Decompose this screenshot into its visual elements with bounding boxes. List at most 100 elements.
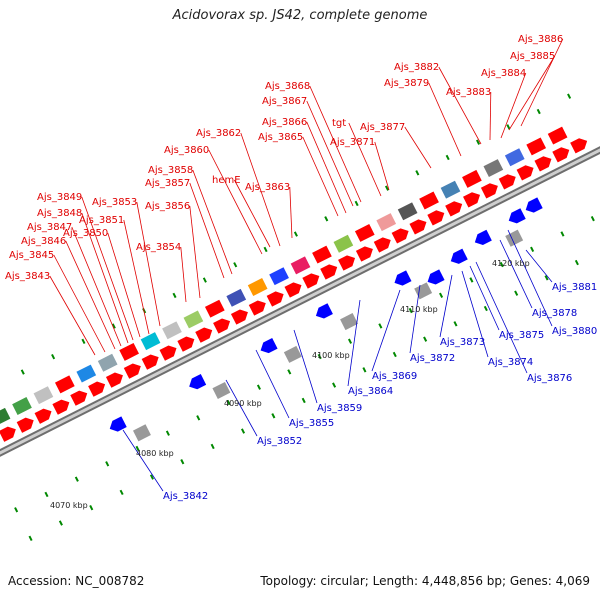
feature-box — [419, 191, 439, 210]
tick-mark — [332, 382, 337, 388]
label-leaders — [49, 38, 564, 492]
gene-label-reverse: Ajs_3864 — [348, 386, 393, 397]
arrow-shape — [391, 228, 409, 244]
scale-label: 4080 kbp — [136, 449, 174, 458]
gene-label-forward: Ajs_3845 — [9, 250, 54, 261]
feature-box — [226, 288, 247, 307]
label-leader-line — [180, 246, 187, 303]
feature-box — [55, 375, 75, 394]
label-leader-line — [371, 289, 401, 372]
gene-label-forward: Ajs_3868 — [265, 81, 310, 92]
label-leader-line — [107, 232, 141, 338]
forward-gene-arrow — [34, 408, 52, 424]
label-leader-line — [289, 186, 293, 239]
arrow-shape — [123, 363, 141, 379]
arrow-shape — [315, 303, 333, 319]
tick-mark — [574, 259, 579, 266]
tick-mark — [347, 338, 353, 344]
gene-label-forward: Ajs_3865 — [258, 132, 303, 143]
label-leader-line — [404, 126, 432, 169]
tick-mark — [445, 154, 450, 161]
tick-mark — [135, 445, 140, 452]
label-leader-line — [225, 379, 258, 437]
gene-label-forward: Ajs_3871 — [330, 137, 375, 148]
label-leader-line — [374, 141, 390, 191]
gene-label-forward: Ajs_3862 — [196, 128, 241, 139]
upper-feature-block — [290, 256, 311, 275]
feature-box — [483, 159, 504, 178]
gene-label-forward: Ajs_3867 — [262, 96, 307, 107]
label-leader-line — [461, 270, 489, 358]
upper-feature-block — [76, 364, 97, 383]
upper-feature-block — [526, 137, 547, 156]
forward-gene-arrow — [570, 138, 588, 154]
feature-box — [312, 245, 332, 264]
arrow-shape — [16, 417, 34, 433]
arrow-shape — [394, 270, 412, 286]
tick-mark — [74, 476, 79, 482]
forward-gene-arrow — [445, 201, 463, 217]
label-leader-line — [525, 249, 553, 283]
arrow-shape — [230, 309, 248, 325]
label-leader-line — [53, 254, 106, 353]
tick-mark — [51, 354, 56, 360]
tick-mark — [560, 231, 565, 237]
upper-feature-block — [483, 159, 504, 178]
feature-box — [33, 386, 54, 405]
gene-label-forward: Ajs_3882 — [394, 62, 439, 73]
arrow-shape — [534, 156, 552, 172]
reverse-gene-arrow — [450, 248, 468, 264]
upper-feature-block — [33, 386, 54, 405]
arrow-shape — [570, 138, 588, 154]
tick-mark — [415, 170, 420, 176]
gene-label-reverse: Ajs_3875 — [499, 330, 544, 341]
forward-gene-arrow — [498, 174, 516, 190]
gene-label-forward: Ajs_3866 — [262, 117, 307, 128]
arrow-shape — [248, 300, 266, 316]
gene-label-forward: Ajs_3858 — [148, 165, 193, 176]
gene-label-forward: Ajs_3886 — [518, 34, 563, 45]
reverse-gene-arrow — [394, 270, 412, 286]
tick-mark — [567, 93, 572, 99]
feature-box — [354, 223, 375, 242]
tick-mark — [263, 246, 268, 253]
feature-box — [504, 148, 525, 167]
gene-label-reverse: Ajs_3880 — [552, 326, 597, 337]
gene-label-reverse: Ajs_3869 — [372, 371, 417, 382]
scale-label: 4110 kbp — [400, 305, 438, 314]
forward-gene-arrow — [230, 309, 248, 325]
upper-feature-block — [354, 223, 375, 242]
feature-box — [247, 278, 268, 296]
gene-label-forward: Ajs_3846 — [21, 236, 66, 247]
gene-label-forward: tgt — [332, 118, 346, 129]
arrow-shape — [338, 255, 356, 271]
tick-mark — [271, 413, 276, 419]
gene-label-forward: Ajs_3843 — [5, 271, 50, 282]
gene-label-forward: Ajs_3879 — [384, 78, 429, 89]
tick-mark — [378, 323, 383, 329]
gene-label-forward: Ajs_3885 — [510, 51, 555, 62]
label-leader-line — [347, 299, 361, 387]
tick-mark — [453, 321, 458, 327]
arrow-shape — [105, 372, 123, 388]
reverse-gene-arrow — [315, 303, 333, 319]
label-leader-line — [122, 429, 164, 492]
arrow-shape — [109, 416, 127, 432]
gene-label-forward: Ajs_3853 — [92, 197, 137, 208]
tick-mark — [287, 369, 292, 375]
forward-gene-arrow — [159, 345, 177, 361]
forward-gene-arrow — [16, 417, 34, 433]
arrow-shape — [373, 237, 391, 253]
arrow-shape — [284, 282, 302, 298]
feature-box — [414, 282, 433, 300]
tick-mark — [149, 474, 154, 480]
tick-mark — [439, 292, 444, 298]
tick-mark — [544, 275, 549, 281]
reverse-feature-block — [340, 313, 358, 331]
reverse-gene-arrow — [189, 374, 207, 390]
arrow-shape — [480, 183, 498, 199]
scale-ticks — [14, 93, 595, 542]
gene-label-forward: hemE — [212, 175, 241, 186]
label-leader-line — [475, 261, 528, 374]
